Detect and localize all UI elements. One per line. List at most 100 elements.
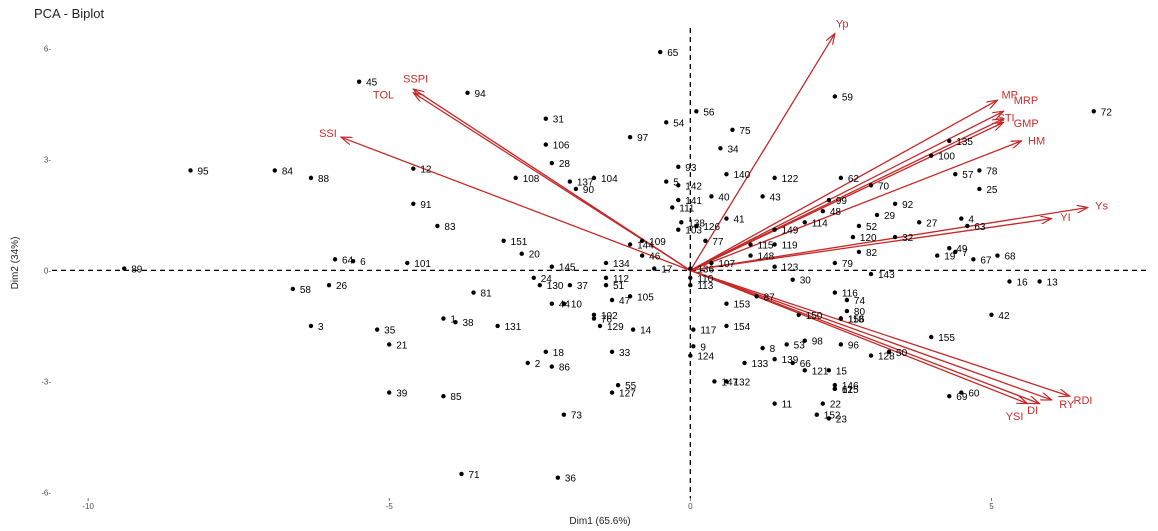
score-point	[784, 342, 789, 347]
vector-label-ssi: SSI	[319, 128, 337, 140]
point-label: 122	[782, 174, 799, 185]
point-label: 150	[806, 311, 823, 322]
point-label: 116	[842, 289, 858, 300]
vector-arrow-mp	[690, 100, 997, 271]
score-point	[350, 258, 356, 264]
point-label: 6	[360, 257, 366, 268]
score-point	[501, 238, 506, 243]
chart-title: PCA - Biplot	[34, 6, 105, 21]
x-tick-label: 5	[989, 502, 994, 511]
point-label: 123	[782, 263, 799, 274]
point-label: 21	[396, 340, 408, 351]
x-tick-label: 0	[688, 502, 693, 511]
point-label: 156	[848, 315, 865, 326]
point-label: 134	[613, 259, 630, 270]
score-point	[802, 368, 807, 373]
point-label: 153	[733, 300, 750, 311]
vector-label-ysi: YSI	[1006, 411, 1024, 423]
point-label: 120	[860, 233, 877, 244]
vector-arrow-yi	[690, 219, 1051, 272]
score-point	[374, 327, 380, 332]
score-point	[832, 386, 838, 392]
score-point	[471, 290, 476, 295]
point-label: 98	[812, 337, 824, 348]
point-label: 79	[842, 259, 854, 270]
point-label: 14	[640, 326, 652, 337]
point-label: 111	[679, 203, 695, 214]
point-label: 115	[758, 240, 774, 251]
point-label: 42	[998, 311, 1010, 322]
score-point	[549, 301, 555, 306]
score-point	[603, 260, 609, 266]
score-point	[724, 379, 729, 384]
score-point	[772, 357, 777, 362]
point-label: 18	[553, 348, 565, 359]
score-point	[959, 390, 964, 395]
score-point	[561, 412, 567, 417]
score-point	[326, 283, 332, 288]
score-point	[308, 175, 314, 181]
point-label: 93	[685, 163, 697, 174]
score-point	[790, 360, 795, 366]
point-label: 57	[962, 170, 974, 181]
vector-arrow-mrp	[690, 111, 1003, 271]
point-label: 88	[318, 174, 330, 185]
vector-arrow-rdi	[690, 269, 1069, 396]
point-label: 140	[733, 170, 750, 181]
point-label: 61	[842, 385, 854, 396]
point-label: 119	[782, 240, 798, 251]
axes-group: -10 -5 0 5 -6- -3- 0- 3- 6-	[41, 28, 1148, 511]
score-point	[709, 194, 714, 199]
score-point	[772, 227, 777, 232]
score-point	[441, 316, 446, 321]
score-point	[742, 360, 747, 366]
point-label: 142	[685, 181, 702, 192]
score-point	[525, 360, 530, 366]
point-label: 105	[637, 292, 654, 303]
point-label: 83	[444, 222, 456, 233]
point-label: 91	[420, 200, 432, 211]
score-point	[676, 164, 681, 169]
point-label: 49	[956, 244, 968, 255]
point-label: 39	[396, 389, 408, 400]
point-label: 44	[559, 300, 571, 311]
score-point	[603, 283, 609, 288]
point-label: 121	[812, 366, 829, 377]
point-label: 108	[523, 174, 540, 185]
point-label: 78	[986, 166, 998, 177]
score-point	[694, 223, 699, 229]
score-point	[405, 260, 410, 266]
score-point	[929, 153, 934, 158]
y-tick-label: -6-	[41, 488, 51, 497]
point-label: 102	[601, 311, 618, 322]
score-point	[513, 175, 518, 181]
score-point	[495, 323, 500, 329]
score-point	[826, 197, 832, 203]
vector-arrow-hm	[690, 141, 1021, 272]
score-point	[411, 201, 416, 206]
score-point	[772, 175, 777, 181]
point-label: 82	[866, 248, 878, 259]
point-label: 95	[198, 166, 210, 177]
point-label: 36	[565, 474, 577, 485]
point-label: 80	[854, 307, 866, 318]
point-label: 75	[739, 126, 751, 137]
score-point	[971, 257, 976, 262]
point-label: 63	[974, 222, 986, 233]
point-label: 92	[902, 200, 914, 211]
vector-arrow-yp	[689, 34, 835, 271]
score-point	[639, 253, 645, 258]
point-label: 48	[830, 207, 842, 218]
score-point	[676, 227, 681, 232]
point-label: 135	[956, 137, 973, 148]
point-label: 69	[956, 392, 968, 403]
score-point	[947, 394, 952, 399]
score-point	[627, 242, 633, 247]
point-label: 106	[553, 141, 570, 152]
score-point	[826, 416, 832, 421]
point-label: 104	[601, 174, 618, 185]
score-point	[122, 266, 127, 271]
score-point	[802, 220, 807, 225]
point-label: 97	[637, 133, 649, 144]
score-point	[691, 344, 696, 349]
